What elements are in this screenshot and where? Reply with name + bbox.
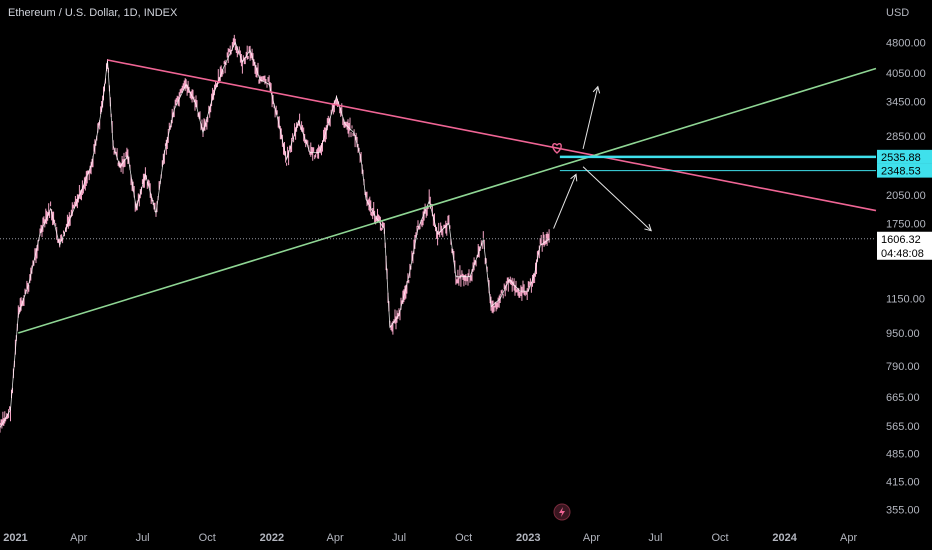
countdown-label: 04:48:08: [881, 248, 924, 260]
heart-icon[interactable]: [552, 143, 562, 154]
y-tick-label: 665.00: [886, 392, 920, 404]
price-label-box: [877, 231, 932, 260]
x-tick-label: Oct: [711, 532, 728, 544]
price-label-2348.53: 2348.53: [881, 166, 921, 178]
projection-arrow-3[interactable]: [553, 174, 577, 229]
lightning-icon[interactable]: [553, 503, 571, 521]
x-tick-label: 2023: [516, 532, 540, 544]
price-label-2535.88: 2535.88: [881, 152, 921, 164]
x-tick-label: Oct: [455, 532, 472, 544]
y-tick-label: 485.00: [886, 449, 920, 461]
y-tick-label: 2850.00: [886, 131, 926, 143]
y-tick-label: 355.00: [886, 505, 920, 517]
price-series: [0, 34, 551, 433]
projection-arrow-1[interactable]: [582, 86, 599, 150]
arrow-head: [592, 85, 601, 94]
y-tick-label: 790.00: [886, 361, 920, 373]
y-tick-label: 1750.00: [886, 218, 926, 230]
y-tick-label: 3450.00: [886, 97, 926, 109]
projection-arrows[interactable]: [553, 85, 652, 232]
chart-title: Ethereum / U.S. Dollar, 1D, INDEX: [8, 7, 178, 19]
x-tick-label: Oct: [199, 532, 216, 544]
currency-label: USD: [886, 7, 909, 19]
price-label-1606.32: 1606.32: [881, 234, 921, 246]
y-tick-label: 950.00: [886, 328, 920, 340]
x-tick-label: Apr: [583, 532, 600, 544]
y-tick-label: 4050.00: [886, 68, 926, 80]
x-tick-label: Jul: [136, 532, 150, 544]
price-label-box: [877, 163, 932, 178]
y-tick-label: 565.00: [886, 421, 920, 433]
projection-arrow-2[interactable]: [582, 166, 652, 232]
y-tick-label: 1150.00: [886, 294, 925, 306]
arrow-head: [570, 173, 578, 182]
trendline-descending[interactable]: [107, 59, 877, 212]
price-label-box: [877, 149, 932, 164]
x-tick-label: 2022: [260, 532, 284, 544]
arrow-head: [644, 223, 652, 232]
price-line: [0, 41, 551, 428]
x-tick-label: Apr: [70, 532, 87, 544]
trendlines[interactable]: [18, 59, 877, 334]
x-axis[interactable]: 2021 Apr Jul Oct 2022 Apr Jul Oct 2023 Apr Jul Oct 2…: [3, 532, 857, 544]
x-tick-label: Apr: [840, 532, 857, 544]
x-tick-label: 2021: [3, 532, 27, 544]
y-tick-label: 2050.00: [886, 190, 926, 202]
axis-price-labels: 2535.88 2348.53 1606.32 04:48:08: [877, 149, 932, 260]
y-tick-label: 415.00: [886, 477, 920, 489]
x-tick-label: Jul: [392, 532, 406, 544]
x-tick-label: Jul: [648, 532, 662, 544]
y-tick-label: 4800.00: [886, 37, 926, 49]
horizontal-levels[interactable]: [0, 155, 876, 240]
x-tick-label: Apr: [327, 532, 344, 544]
trendline-ascending[interactable]: [18, 67, 877, 334]
x-tick-label: 2024: [772, 532, 797, 544]
